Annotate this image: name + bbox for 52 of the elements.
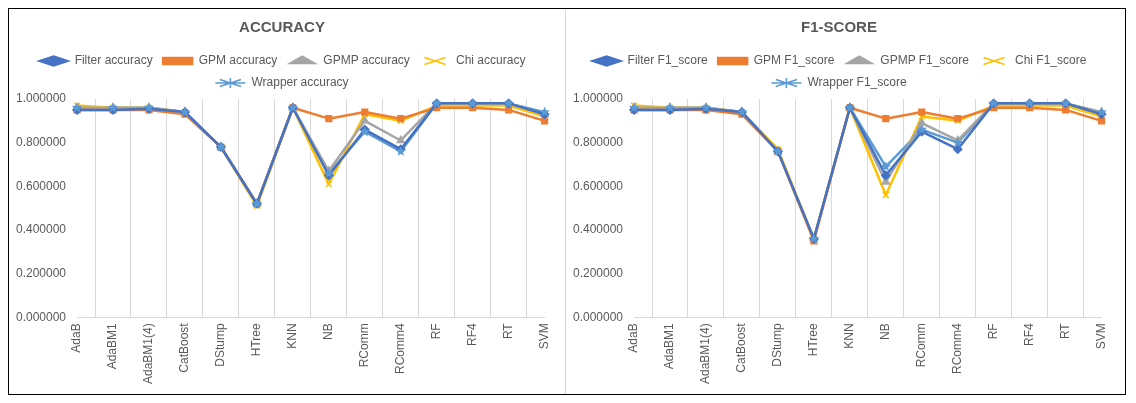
x-tick-label: CatBoost: [177, 322, 192, 373]
legend-label: Wrapper accuracy: [251, 75, 349, 90]
x-tick-label: HTree: [806, 322, 821, 357]
x-tick-label: NB: [321, 323, 336, 340]
legend-label: Filter accuracy: [74, 53, 153, 68]
x-tick-label: RF: [986, 323, 1001, 340]
chart-title: ACCURACY: [239, 18, 325, 36]
x-tick-label: AdaB: [626, 323, 641, 353]
x-tick-label: RComm4: [393, 322, 408, 374]
x-tick-label: AdaBM1(4): [141, 323, 156, 385]
x-tick-label: RComm: [357, 323, 372, 368]
x-tick-label: AdaBM1: [105, 322, 120, 370]
x-tick-label: RF4: [464, 322, 479, 346]
y-tick-label: 0.600000: [15, 178, 67, 193]
x-tick-label: AdaB: [69, 323, 84, 353]
y-tick-label: 0.400000: [572, 222, 624, 237]
legend-label: Chi F1_score: [1015, 53, 1087, 68]
x-tick-label: HTree: [249, 322, 264, 357]
y-tick-label: 0.600000: [572, 178, 624, 193]
x-tick-label: RF: [429, 323, 444, 340]
x-tick-label: SVM: [1093, 323, 1108, 350]
x-tick-label: RComm4: [950, 322, 965, 374]
x-tick-label: RT: [1057, 322, 1072, 340]
y-tick-label: 0.000000: [15, 309, 67, 324]
x-tick-label: RF4: [1021, 322, 1036, 346]
x-tick-label: RT: [500, 322, 515, 340]
y-tick-label: 1.000000: [15, 91, 67, 106]
legend-label: GPM F1_score: [753, 53, 835, 68]
x-tick-label: DStump: [770, 322, 785, 367]
legend-label: Wrapper F1_score: [807, 75, 907, 90]
legend-label: GPMP F1_score: [880, 53, 970, 68]
y-tick-label: 0.400000: [15, 222, 67, 237]
x-tick-label: AdaBM1(4): [698, 323, 713, 385]
y-tick-label: 0.200000: [15, 265, 67, 280]
x-tick-label: CatBoost: [734, 322, 749, 373]
y-tick-label: 0.200000: [572, 265, 624, 280]
legend-label: GPM accuracy: [198, 53, 278, 68]
x-tick-label: RComm: [914, 323, 929, 368]
x-tick-label: KNN: [285, 323, 300, 349]
x-tick-label: KNN: [842, 323, 857, 349]
legend-label: GPMP accuracy: [323, 53, 410, 68]
legend-label: Chi accuracy: [456, 53, 526, 68]
chart-title: F1-SCORE: [801, 18, 877, 36]
y-tick-label: 1.000000: [572, 91, 624, 106]
y-tick-label: 0.800000: [572, 134, 624, 149]
legend-label: Filter F1_score: [627, 53, 708, 68]
x-tick-label: DStump: [213, 322, 228, 367]
y-tick-label: 0.000000: [572, 309, 624, 324]
x-tick-label: SVM: [536, 323, 551, 350]
x-tick-label: AdaBM1: [662, 322, 677, 370]
x-tick-label: NB: [878, 323, 893, 340]
y-tick-label: 0.800000: [15, 134, 67, 149]
